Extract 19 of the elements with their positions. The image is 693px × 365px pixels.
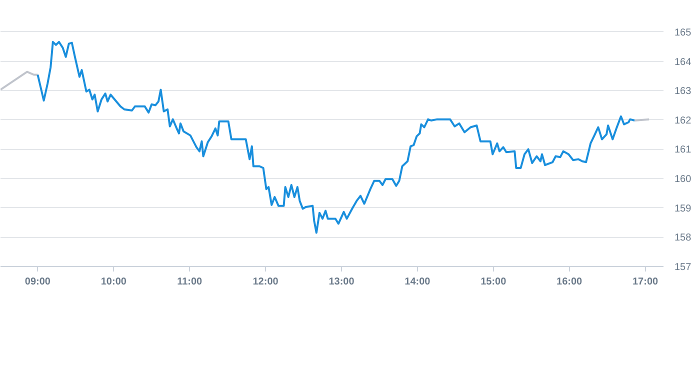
x-tick-label: 17:00 [632, 276, 658, 288]
x-tick-label: 14:00 [404, 276, 431, 288]
x-tick-label: 12:00 [252, 276, 279, 288]
y-tick-label: 162 [674, 115, 692, 126]
y-tick-label: 163 [674, 86, 692, 98]
y-tick-label: 165 [674, 27, 692, 38]
y-tick-label: 159 [674, 203, 692, 214]
line-series [36, 40, 636, 234]
y-tick-label: 157 [674, 262, 692, 273]
x-tick-label: 09:00 [24, 276, 51, 288]
x-tick-label: 13:00 [328, 276, 355, 288]
y-tick-label: 158 [674, 232, 692, 244]
x-tick-label: 16:00 [556, 276, 583, 288]
x-tick-label: 10:00 [100, 276, 127, 288]
y-tick-label: 160 [674, 174, 692, 186]
x-tick-label: 15:00 [480, 276, 507, 288]
y-tick-label: 161 [674, 144, 692, 156]
x-tick-label: 11:00 [177, 276, 203, 288]
y-tick-label: 164 [674, 56, 692, 68]
